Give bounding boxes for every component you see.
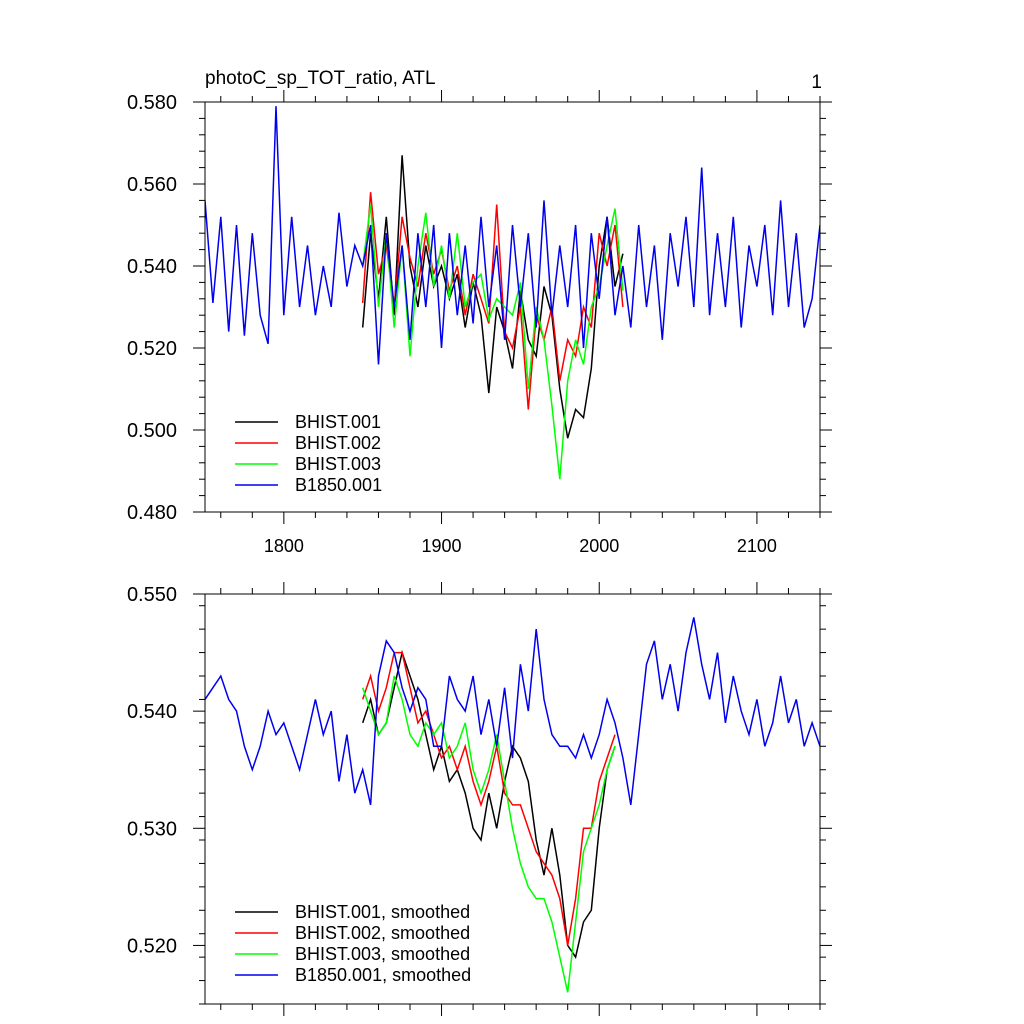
series-line-0-0 bbox=[361, 155, 624, 439]
y-tick-label: 0.530 bbox=[127, 818, 177, 840]
series-line-1-1 bbox=[361, 651, 616, 946]
y-tick-label: 0.480 bbox=[127, 502, 177, 524]
legend-label: B1850.001 bbox=[295, 475, 382, 495]
y-tick-label: 0.560 bbox=[127, 174, 177, 196]
legend-label: BHIST.001, smoothed bbox=[295, 902, 470, 922]
legend-label: BHIST.003, smoothed bbox=[295, 944, 470, 964]
y-tick-label: 0.520 bbox=[127, 935, 177, 957]
legend-label: BHIST.001 bbox=[295, 412, 381, 432]
plot-frame bbox=[204, 101, 821, 513]
legend-label: BHIST.003 bbox=[295, 454, 381, 474]
plot-frame bbox=[204, 593, 821, 1005]
legend-label: BHIST.002, smoothed bbox=[295, 923, 470, 943]
series-line-1-3 bbox=[205, 617, 820, 806]
x-tick-label: 2000 bbox=[579, 536, 619, 556]
chart-title: photoC_sp_TOT_ratio, ATL bbox=[205, 68, 436, 89]
y-tick-label: 0.520 bbox=[127, 338, 177, 360]
legend-label: B1850.001, smoothed bbox=[295, 965, 471, 985]
top-panel: 1800 1900 2000 2100 0.480 0.500 0.520 0.540 0.56… bbox=[127, 68, 832, 556]
y-tick-label: 0.540 bbox=[127, 701, 177, 723]
series-line-1-0 bbox=[361, 649, 616, 959]
series-line-0-3 bbox=[205, 106, 820, 365]
x-tick-label: 1800 bbox=[264, 536, 304, 556]
y-tick-label: 0.500 bbox=[127, 420, 177, 442]
y-tick-label: 0.580 bbox=[127, 92, 177, 114]
y-tick-label: 0.550 bbox=[127, 584, 177, 606]
x-tick-label: 2100 bbox=[737, 536, 777, 556]
x-tick-label: 1900 bbox=[422, 536, 462, 556]
y-tick-label: 0.540 bbox=[127, 256, 177, 278]
series-line-1-2 bbox=[361, 675, 616, 993]
series-line-0-1 bbox=[361, 192, 624, 410]
legend-label: BHIST.002 bbox=[295, 433, 381, 453]
page-label: 1 bbox=[811, 72, 822, 93]
